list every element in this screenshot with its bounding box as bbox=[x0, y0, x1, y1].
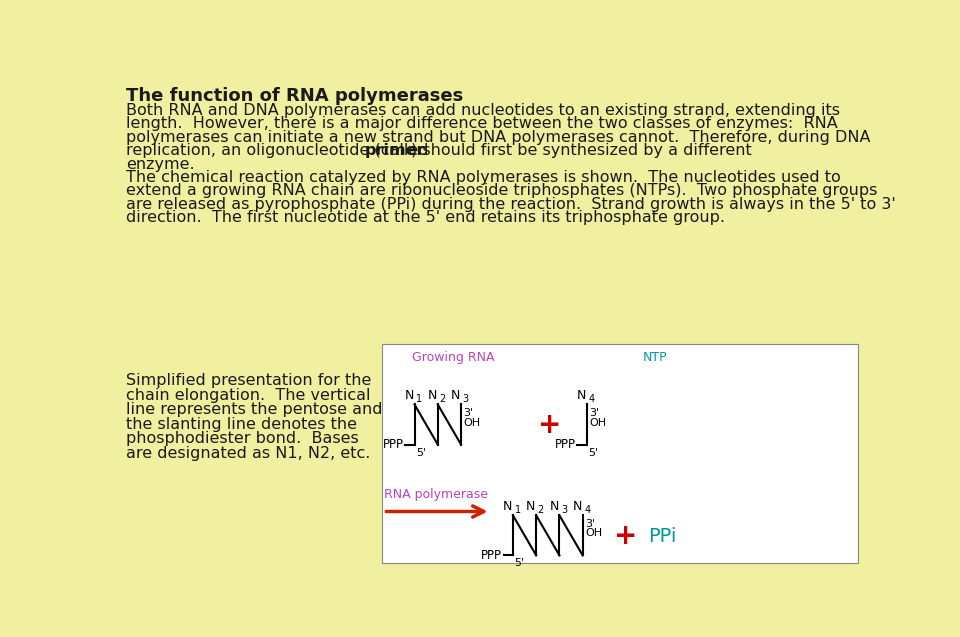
Text: phosphodiester bond.  Bases: phosphodiester bond. Bases bbox=[126, 431, 359, 447]
Text: NTP: NTP bbox=[642, 350, 667, 364]
Text: length.  However, there is a major difference between the two classes of enzymes: length. However, there is a major differ… bbox=[126, 116, 838, 131]
Text: RNA polymerase: RNA polymerase bbox=[384, 488, 489, 501]
Text: OH: OH bbox=[585, 529, 602, 538]
Text: +: + bbox=[613, 522, 637, 550]
Text: N: N bbox=[549, 500, 559, 513]
Text: 3: 3 bbox=[561, 505, 567, 515]
Text: PPP: PPP bbox=[481, 549, 502, 562]
Text: N: N bbox=[526, 500, 536, 513]
Text: are released as pyrophosphate (PPi) during the reaction.  Strand growth is alway: are released as pyrophosphate (PPi) duri… bbox=[126, 197, 896, 212]
Text: 3': 3' bbox=[585, 519, 595, 529]
Text: 1: 1 bbox=[515, 505, 520, 515]
Text: Simplified presentation for the: Simplified presentation for the bbox=[126, 373, 372, 388]
Text: OH: OH bbox=[464, 417, 480, 427]
Text: PPP: PPP bbox=[555, 438, 576, 451]
Text: ) should first be synthesized by a different: ) should first be synthesized by a diffe… bbox=[412, 143, 753, 158]
Text: N: N bbox=[451, 389, 460, 402]
Text: OH: OH bbox=[588, 417, 606, 427]
Text: 3': 3' bbox=[464, 408, 473, 419]
Bar bbox=[382, 345, 858, 563]
Text: N: N bbox=[576, 389, 586, 402]
Text: enzyme.: enzyme. bbox=[126, 157, 195, 171]
Text: The function of RNA polymerases: The function of RNA polymerases bbox=[126, 87, 464, 105]
Text: 5': 5' bbox=[416, 448, 426, 457]
Text: 5': 5' bbox=[515, 559, 524, 568]
Text: are designated as N1, N2, etc.: are designated as N1, N2, etc. bbox=[126, 446, 371, 461]
Text: 3: 3 bbox=[463, 394, 468, 404]
Text: replication, an oligonucleotide (called: replication, an oligonucleotide (called bbox=[126, 143, 434, 158]
Text: Both RNA and DNA polymerases can add nucleotides to an existing strand, extendin: Both RNA and DNA polymerases can add nuc… bbox=[126, 103, 840, 118]
Text: the slanting line denotes the: the slanting line denotes the bbox=[126, 417, 357, 432]
Text: N: N bbox=[404, 389, 414, 402]
Text: N: N bbox=[427, 389, 437, 402]
Text: 2: 2 bbox=[538, 505, 544, 515]
Text: PPi: PPi bbox=[649, 527, 677, 546]
Text: 4: 4 bbox=[585, 505, 590, 515]
Text: 4: 4 bbox=[588, 394, 594, 404]
Text: 2: 2 bbox=[440, 394, 445, 404]
Text: primer: primer bbox=[365, 143, 425, 158]
Text: line represents the pentose and: line represents the pentose and bbox=[126, 402, 383, 417]
Text: extend a growing RNA chain are ribonucleoside triphosphates (NTPs).  Two phospha: extend a growing RNA chain are ribonucle… bbox=[126, 183, 877, 199]
Text: +: + bbox=[539, 412, 562, 440]
Text: PPP: PPP bbox=[383, 438, 403, 451]
Text: N: N bbox=[503, 500, 512, 513]
Text: 5': 5' bbox=[588, 448, 598, 457]
Text: The chemical reaction catalyzed by RNA polymerases is shown.  The nucleotides us: The chemical reaction catalyzed by RNA p… bbox=[126, 170, 841, 185]
Text: chain elongation.  The vertical: chain elongation. The vertical bbox=[126, 387, 371, 403]
Text: 3': 3' bbox=[588, 408, 599, 419]
Text: 1: 1 bbox=[416, 394, 422, 404]
Text: direction.  The first nucleotide at the 5' end retains its triphosphate group.: direction. The first nucleotide at the 5… bbox=[126, 210, 725, 225]
Text: polymerases can initiate a new strand but DNA polymerases cannot.  Therefore, du: polymerases can initiate a new strand bu… bbox=[126, 129, 871, 145]
Text: N: N bbox=[572, 500, 582, 513]
Text: Growing RNA: Growing RNA bbox=[412, 350, 494, 364]
